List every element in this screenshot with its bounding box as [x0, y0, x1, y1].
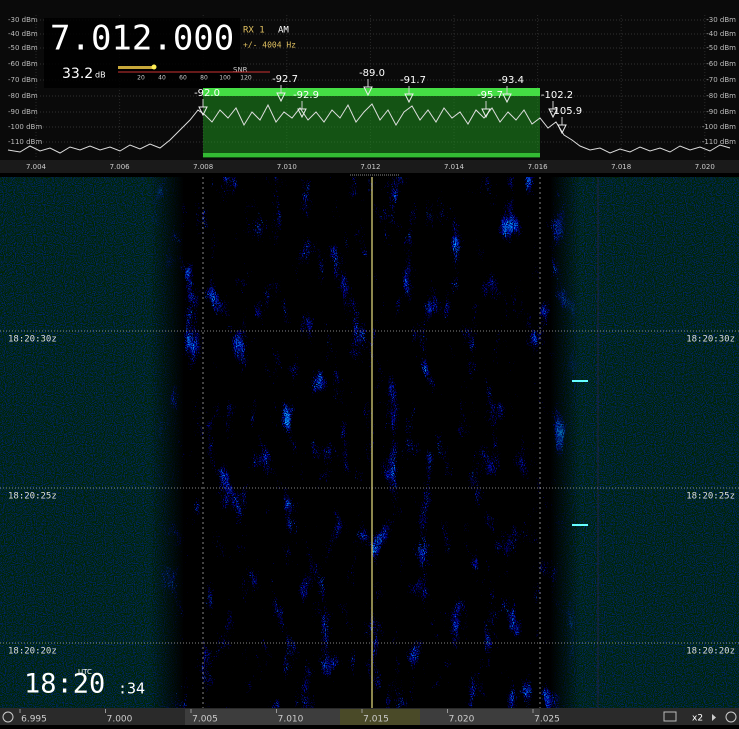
snr-tick: 100	[219, 75, 231, 82]
peak-label: -89.0	[359, 68, 385, 79]
snr-tick: 20	[137, 75, 145, 82]
time-label-right: 18:20:30z	[686, 335, 735, 345]
level-label-right: -40 dBm	[706, 30, 736, 38]
snr-tick: 60	[179, 75, 187, 82]
snr-dot	[152, 65, 157, 70]
freq-label: 7.008	[193, 163, 213, 171]
mode[interactable]: AM	[278, 26, 289, 36]
receiver[interactable]: RX 1	[243, 26, 265, 36]
peak-label: -93.4	[498, 75, 524, 86]
level-label-left: -100 dBm	[8, 123, 42, 131]
level-label-left: -40 dBm	[8, 30, 38, 38]
snr-tick: 80	[200, 75, 208, 82]
bottom-label: 7.010	[278, 715, 304, 725]
level-label-right: -30 dBm	[706, 16, 736, 24]
level-label-left: -70 dBm	[8, 76, 38, 84]
level-label-right: -90 dBm	[706, 108, 736, 116]
clock-seconds: :34	[118, 680, 145, 698]
snr-tick: 120	[240, 75, 252, 82]
bottom-label: 7.005	[192, 715, 218, 725]
peak-label: -102.2	[541, 90, 573, 101]
snr-label: SNR	[233, 66, 248, 74]
time-label-left: 18:20:30z	[8, 335, 57, 345]
snr-value: 33.2	[62, 66, 93, 82]
freq-label: 7.006	[110, 163, 131, 171]
bandwidth: +/- 4004 Hz	[243, 41, 296, 50]
level-label-left: -110 dBm	[8, 138, 42, 146]
freq-label: 7.010	[277, 163, 297, 171]
bottom-label: 7.015	[363, 715, 389, 725]
bottom-label: 6.995	[21, 715, 47, 725]
frequency[interactable]: 7.012.000	[50, 19, 234, 59]
freq-label: 7.014	[444, 163, 465, 171]
level-label-left: -60 dBm	[8, 60, 38, 68]
peak-label: -91.7	[400, 75, 426, 86]
level-label-left: -80 dBm	[8, 92, 38, 100]
level-label-left: -90 dBm	[8, 108, 38, 116]
time-label-left: 18:20:25z	[8, 492, 57, 502]
peak-label: -105.9	[550, 106, 582, 117]
peak-label: -92.9	[293, 90, 319, 101]
level-label-right: -60 dBm	[706, 60, 736, 68]
passband-bottom	[203, 153, 540, 157]
peak-label: -92.7	[272, 74, 298, 85]
level-label-right: -70 dBm	[706, 76, 736, 84]
level-label-left: -50 dBm	[8, 44, 38, 52]
snr-tick: 40	[158, 75, 166, 82]
bottom-label: 7.020	[449, 715, 475, 725]
time-label-left: 18:20:20z	[8, 647, 57, 657]
clock-hm: 18:20	[24, 669, 105, 700]
level-label-left: -30 dBm	[8, 16, 38, 24]
snr-unit: dB	[95, 71, 106, 80]
freq-label: 7.016	[528, 163, 549, 171]
zoom[interactable]: x2	[692, 714, 703, 724]
freq-label: 7.012	[360, 163, 380, 171]
level-label-right: -100 dBm	[702, 123, 736, 131]
time-label-right: 18:20:25z	[686, 492, 735, 502]
bottom-label: 7.000	[107, 715, 133, 725]
level-label-right: -50 dBm	[706, 44, 736, 52]
bottom-label: 7.025	[534, 715, 560, 725]
time-label-right: 18:20:20z	[686, 647, 735, 657]
waterfall-signal	[150, 177, 580, 708]
freq-label: 7.004	[26, 163, 47, 171]
freq-label: 7.020	[695, 163, 715, 171]
snr-bar	[118, 66, 154, 69]
sdr-window: -30 dBm -30 dBm -40 dBm -40 dBm -50 dBm -50 d…	[0, 0, 739, 725]
freq-label: 7.018	[611, 163, 631, 171]
level-label-right: -110 dBm	[702, 138, 736, 146]
peak-label: -95.7	[477, 90, 503, 101]
peak-label: -92.0	[194, 88, 220, 99]
level-label-right: -80 dBm	[706, 92, 736, 100]
waterfall-texture	[150, 177, 580, 708]
